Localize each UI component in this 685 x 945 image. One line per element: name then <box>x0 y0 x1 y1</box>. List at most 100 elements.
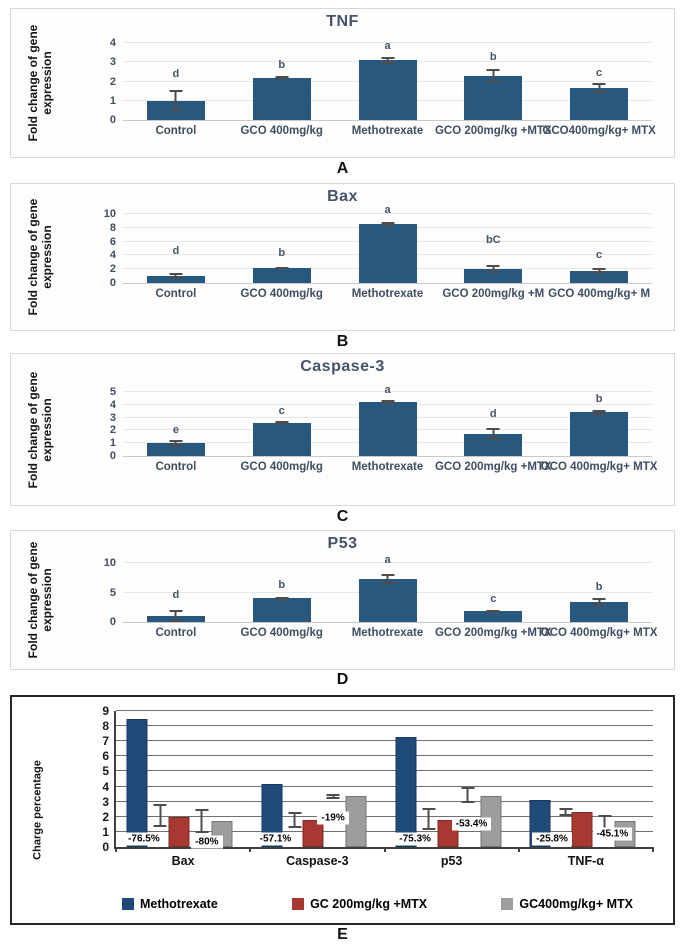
x-category-label: GCO 400mg/kg <box>240 125 323 137</box>
y-tick-label: 1 <box>109 94 116 107</box>
panel-letter-e: E <box>337 926 348 943</box>
legend-item: Methotrexate <box>122 897 218 911</box>
x-category-label: GCO 200mg/kg +MTX <box>434 627 552 639</box>
y-axis-label-bax: Fold change of gene expression <box>26 198 54 316</box>
x-axis-tick <box>517 847 520 852</box>
sig-letter: a <box>384 39 391 52</box>
panel-letter-d: D <box>336 671 349 688</box>
sig-letter: b <box>278 58 286 71</box>
sig-letter: bC <box>485 234 501 247</box>
bar-GCO 200mg/kg +MTX <box>464 611 523 622</box>
y-tick-label: 0 <box>109 616 116 628</box>
sig-letter: a <box>384 204 391 217</box>
y-tick-label: 10 <box>103 208 116 220</box>
y-tick-label: 4 <box>109 398 116 411</box>
y-tick-label: 4 <box>102 779 109 794</box>
sig-letter: d <box>172 67 180 80</box>
sig-letter: a <box>384 384 391 397</box>
legend-swatch-icon <box>122 898 134 910</box>
y-tick-label: 8 <box>102 719 109 734</box>
x-category-label: Methotrexate <box>351 288 424 300</box>
legend-swatch-icon <box>292 898 305 910</box>
sig-letter: c <box>278 404 285 417</box>
x-category-label: Methotrexate <box>351 627 424 639</box>
plot-area-bax: 0 2 4 6 8 10 d Control b GCO 400mg/kg a Methotrexat… <box>104 204 652 300</box>
error-bar <box>169 273 183 280</box>
bar-Methotrexate-p53 <box>395 736 417 847</box>
x-category-label: GCO 400mg/kg <box>240 627 323 639</box>
panel-e-comparison: Charge percentage 0 1 2 3 4 5 6 7 8 9 -76.5% -80% -5… <box>10 695 675 925</box>
sig-letter: c <box>596 248 603 261</box>
floating-error-bar <box>326 794 340 800</box>
error-bar <box>486 69 500 83</box>
error-bar <box>169 440 183 447</box>
x-category-label: Methotrexate <box>351 461 424 473</box>
y-tick-label: 0 <box>102 840 109 854</box>
y-tick-label: 6 <box>102 749 109 764</box>
x-category-label: GCO 200mg/kg +MTX <box>434 461 552 473</box>
y-tick-label: 2 <box>109 263 116 276</box>
panel-c-caspase3: Caspase-3 Fold change of gene expression… <box>10 353 675 506</box>
bar-GCO 400mg/kg+ MTX <box>570 601 629 622</box>
bar-GCO 400mg/kg <box>252 77 311 120</box>
x-category-label: Control <box>155 288 197 300</box>
bar-Methotrexate <box>358 578 417 622</box>
error-bar <box>592 83 606 94</box>
sig-letter: c <box>596 66 603 79</box>
y-tick-label: 5 <box>109 386 116 398</box>
sig-letter: b <box>595 393 603 406</box>
bar-GCO 400mg/kg <box>252 422 311 456</box>
x-category-label: TNF-α <box>567 854 604 868</box>
chart-title-tnf: TNF <box>326 13 359 30</box>
error-bar <box>592 268 606 273</box>
x-category-label: Caspase-3 <box>286 854 349 868</box>
gridline <box>123 391 652 392</box>
bar-Methotrexate-Bax <box>126 718 148 847</box>
y-tick-label: 0 <box>109 114 116 126</box>
bar-GC 200mg/kg +MTX-TNF-α <box>571 812 593 847</box>
y-tick-label: 4 <box>109 249 116 262</box>
bar-GC 200mg/kg +MTX-Bax <box>168 816 190 847</box>
x-category-label: GCO 400mg/kg <box>240 461 323 473</box>
y-tick-label: 0 <box>109 450 116 462</box>
sig-letter: a <box>384 553 391 566</box>
panel-a-tnf: TNF Fold change of gene expression 0 1 2 3 4… <box>10 8 675 158</box>
legend-label: GC400mg/kg+ MTX <box>519 897 633 911</box>
x-category-label: Control <box>155 627 197 639</box>
floating-error-bar <box>422 808 436 831</box>
y-tick-label: 2 <box>109 75 116 88</box>
sig-letter: b <box>278 246 286 259</box>
percent-change-label: -19% <box>317 811 349 825</box>
y-tick-label: 6 <box>109 235 116 248</box>
y-axis-label-p53: Fold change of gene expression <box>26 541 54 659</box>
sig-letter: d <box>489 407 497 420</box>
x-axis-tick <box>115 847 117 852</box>
error-bar <box>592 409 606 416</box>
legend: Methotrexate GC 200mg/kg +MTX GC400mg/kg+ … <box>122 897 633 911</box>
panel-d-p53: P53 Fold change of gene expression 0 5 10 d… <box>10 530 675 670</box>
floating-error-bar <box>195 809 209 834</box>
percent-change-label: -75.3% <box>395 832 435 846</box>
gridline <box>123 213 652 214</box>
gridline <box>116 785 653 787</box>
panel-letter-b: B <box>336 333 349 350</box>
sig-letter: c <box>490 592 497 605</box>
error-bar <box>486 610 500 613</box>
percent-change-label: -76.5% <box>124 832 164 846</box>
x-category-label: Control <box>155 125 197 137</box>
bar-GCO 400mg/kg+ M <box>570 270 629 283</box>
plot-area-caspase3: 0 1 2 3 4 5 e Control c GCO 400mg/kg a Methotrexate… <box>110 384 658 473</box>
y-tick-label: 3 <box>102 794 109 809</box>
sig-letter: d <box>172 588 180 601</box>
y-tick-label: 0 <box>109 277 116 289</box>
x-category-label: Methotrexate <box>351 125 424 137</box>
x-category-label: GCO 200mg/kg +MTX <box>434 125 552 137</box>
y-axis-label-caspase3: Fold change of gene expression <box>26 371 54 488</box>
y-tick-label: 1 <box>102 824 109 839</box>
error-bar <box>169 90 183 112</box>
plot-area-p53: 0 5 10 d Control b GCO 400mg/kg a Methotrexate c G… <box>104 554 658 639</box>
error-bar <box>275 421 289 425</box>
error-bar <box>381 221 394 227</box>
